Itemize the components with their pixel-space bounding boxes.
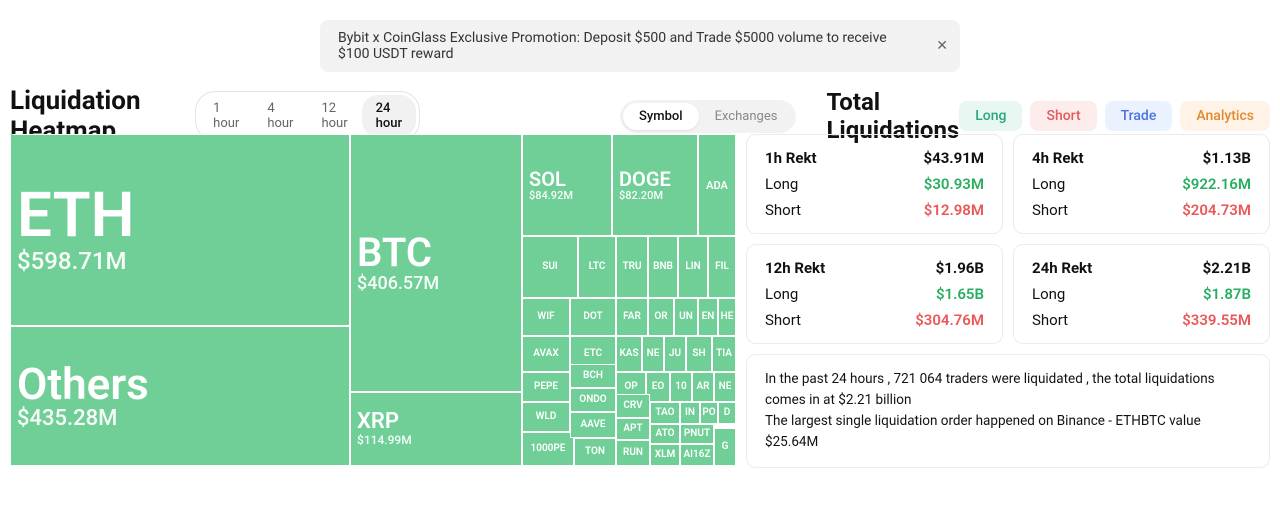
treemap-cell-un[interactable]: UN xyxy=(674,298,698,336)
view-segment: SymbolExchanges xyxy=(620,100,796,133)
treemap-cell-10[interactable]: 10 xyxy=(670,372,692,402)
note-line2: The largest single liquidation order hap… xyxy=(765,411,1251,453)
view-seg-symbol[interactable]: Symbol xyxy=(623,103,699,130)
treemap-cell-lin[interactable]: LIN xyxy=(678,236,708,298)
summary-note: In the past 24 hours , 721 064 traders w… xyxy=(746,354,1270,468)
pill-short[interactable]: Short xyxy=(1030,101,1096,131)
note-line1: In the past 24 hours , 721 064 traders w… xyxy=(765,369,1251,411)
short-label: Short xyxy=(765,311,801,329)
long-label: Long xyxy=(1032,175,1065,193)
treemap-cell-bnb[interactable]: BNB xyxy=(648,236,678,298)
short-value: $204.73M xyxy=(1182,201,1251,219)
treemap-cell-sol[interactable]: SOL$84.92M xyxy=(522,134,612,236)
long-value: $922.16M xyxy=(1182,175,1251,193)
pill-trade[interactable]: Trade xyxy=(1105,101,1173,131)
card-total: $1.96B xyxy=(936,259,984,277)
treemap-cell-ondo[interactable]: ONDO xyxy=(570,388,616,412)
treemap-cell-or[interactable]: OR xyxy=(648,298,674,336)
treemap-cell-wld[interactable]: WLD xyxy=(522,402,570,432)
treemap-cell-ltc[interactable]: LTC xyxy=(578,236,616,298)
short-label: Short xyxy=(1032,311,1068,329)
treemap-cell-aave[interactable]: AAVE xyxy=(570,412,616,438)
treemap-cell-xrp[interactable]: XRP$114.99M xyxy=(350,392,522,466)
treemap-cell-btc[interactable]: BTC$406.57M xyxy=(350,134,522,392)
short-label: Short xyxy=(1032,201,1068,219)
time-seg-12hour[interactable]: 12 hour xyxy=(307,95,361,137)
card-total: $1.13B xyxy=(1203,149,1251,167)
time-seg-24hour[interactable]: 24 hour xyxy=(362,95,416,137)
treemap-cell-eth[interactable]: ETH$598.71M xyxy=(10,134,350,326)
treemap-cell-ar[interactable]: AR xyxy=(692,372,714,402)
treemap-cell-po[interactable]: PO xyxy=(700,402,718,424)
treemap-cell-kas[interactable]: KAS xyxy=(616,336,642,372)
card-period: 1h Rekt xyxy=(765,149,817,167)
treemap-cell-ton[interactable]: TON xyxy=(574,438,616,466)
treemap-cell-sui[interactable]: SUI xyxy=(522,236,578,298)
rekt-card-grid: 1h Rekt $43.91M Long $30.93M Short $12.98M 4h … xyxy=(746,134,1270,344)
treemap-cell-pepe[interactable]: PEPE xyxy=(522,372,570,402)
card-period: 12h Rekt xyxy=(765,259,825,277)
rekt-card-4hrekt: 4h Rekt $1.13B Long $922.16M Short $204.73M xyxy=(1013,134,1270,234)
treemap-cell-g[interactable]: G xyxy=(714,428,736,466)
treemap-cell-tia[interactable]: TIA xyxy=(712,336,736,372)
card-total: $2.21B xyxy=(1203,259,1251,277)
treemap-cell-en[interactable]: EN xyxy=(698,298,718,336)
time-seg-1hour[interactable]: 1 hour xyxy=(199,95,253,137)
treemap-cell-ai16z[interactable]: AI16Z xyxy=(680,444,714,466)
treemap-cell-1000pe[interactable]: 1000PE xyxy=(522,432,574,466)
treemap-cell-sh[interactable]: SH xyxy=(686,336,712,372)
treemap-cell-run[interactable]: RUN xyxy=(616,440,650,466)
treemap-cell-crv[interactable]: CRV xyxy=(616,394,650,418)
close-icon[interactable]: ✕ xyxy=(936,38,948,54)
treemap-cell-ada[interactable]: ADA xyxy=(698,134,736,236)
promo-banner: Bybit x CoinGlass Exclusive Promotion: D… xyxy=(320,20,960,72)
treemap-cell-bch[interactable]: BCH xyxy=(570,364,616,388)
pill-row: Long Short TradeAnalytics xyxy=(959,101,1270,131)
long-label: Long xyxy=(1032,285,1065,303)
long-label: Long xyxy=(765,175,798,193)
card-period: 4h Rekt xyxy=(1032,149,1084,167)
treemap-cell-avax[interactable]: AVAX xyxy=(522,336,570,372)
card-period: 24h Rekt xyxy=(1032,259,1092,277)
rekt-card-24hrekt: 24h Rekt $2.21B Long $1.87B Short $339.55M xyxy=(1013,244,1270,344)
treemap-cell-ju[interactable]: JU xyxy=(664,336,686,372)
treemap-cell-xlm[interactable]: XLM xyxy=(650,444,680,466)
treemap-cell-tru[interactable]: TRU xyxy=(616,236,648,298)
treemap-cell-wif[interactable]: WIF xyxy=(522,298,570,336)
short-value: $304.76M xyxy=(915,311,984,329)
liquidation-treemap[interactable]: ETH$598.71MOthers$435.28MBTC$406.57MXRP$… xyxy=(10,134,736,466)
cards-column: 1h Rekt $43.91M Long $30.93M Short $12.98M 4h … xyxy=(746,134,1270,502)
pill-long[interactable]: Long xyxy=(959,101,1022,131)
treemap-cell-tao[interactable]: TAO xyxy=(650,402,680,424)
treemap-cell-pnut[interactable]: PNUT xyxy=(680,424,714,444)
treemap-cell-fil[interactable]: FIL xyxy=(708,236,736,298)
treemap-cell-dot[interactable]: DOT xyxy=(570,298,616,336)
treemap-cell-ne[interactable]: NE xyxy=(714,372,736,402)
treemap-cell-doge[interactable]: DOGE$82.20M xyxy=(612,134,698,236)
view-seg-exchanges[interactable]: Exchanges xyxy=(699,103,794,130)
long-value: $30.93M xyxy=(924,175,984,193)
long-value: $1.65B xyxy=(936,285,984,303)
treemap-cell-far[interactable]: FAR xyxy=(616,298,648,336)
treemap-cell-in[interactable]: IN xyxy=(680,402,700,424)
treemap-cell-d[interactable]: D xyxy=(718,402,736,424)
short-value: $12.98M xyxy=(924,201,984,219)
card-total: $43.91M xyxy=(923,149,984,167)
short-label: Short xyxy=(765,201,801,219)
pill-analytics[interactable]: Analytics xyxy=(1180,101,1270,131)
treemap-cell-others[interactable]: Others$435.28M xyxy=(10,326,350,466)
rekt-card-1hrekt: 1h Rekt $43.91M Long $30.93M Short $12.98M xyxy=(746,134,1003,234)
rekt-card-12hrekt: 12h Rekt $1.96B Long $1.65B Short $304.76M xyxy=(746,244,1003,344)
treemap-cell-he[interactable]: HE xyxy=(718,298,736,336)
long-label: Long xyxy=(765,285,798,303)
treemap-cell-ne[interactable]: NE xyxy=(642,336,664,372)
time-seg-4hour[interactable]: 4 hour xyxy=(253,95,307,137)
treemap-cell-apt[interactable]: APT xyxy=(616,418,650,440)
promo-text: Bybit x CoinGlass Exclusive Promotion: D… xyxy=(338,30,918,62)
long-value: $1.87B xyxy=(1203,285,1251,303)
short-value: $339.55M xyxy=(1182,311,1251,329)
main-area: ETH$598.71MOthers$435.28MBTC$406.57MXRP$… xyxy=(10,134,1270,502)
treemap-cell-ato[interactable]: ATO xyxy=(650,424,680,444)
